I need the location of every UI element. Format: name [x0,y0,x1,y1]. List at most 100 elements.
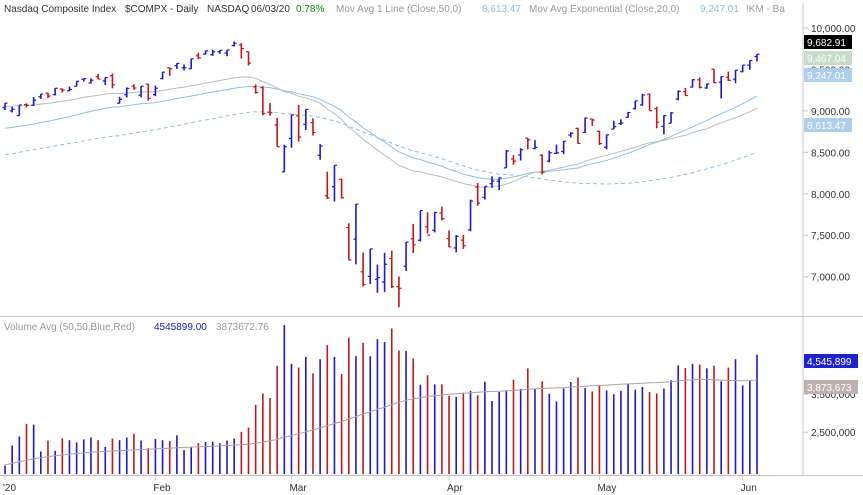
callout-last-price-text: 9,682.91 [807,38,846,49]
price-tick-label: 7,500.00 [811,231,850,242]
ohlc-bar [518,148,524,161]
ohlc-bar [131,84,137,90]
ohlc-bar [346,223,352,261]
ma2-legend-label: Mov Avg Exponential (Close,20,0) [529,4,679,15]
x-tick-label: '20 [3,483,16,494]
callout-ma-dashed-text: 8,613.47 [807,121,846,132]
ohlc-bar [367,248,373,285]
callout-ma-dashed: 8,613.47 [804,118,852,132]
ohlc-bar [503,149,509,169]
ohlc-bar [704,83,710,89]
ohlc-bar [382,252,388,293]
ohlc-bar [496,177,502,191]
volume-axis: 3,500,000 2,500,000 [803,390,856,439]
ohlc-bar [439,206,445,221]
volume-bars [4,325,758,474]
ohlc-bar [611,120,617,130]
ohlc-bar [546,150,552,163]
ohlc-bar [52,87,58,96]
ohlc-bar [725,71,731,82]
ohlc-bar [246,51,252,66]
ohlc-bar [360,252,366,287]
ohlc-bar [661,114,667,135]
ohlc-bar [539,154,545,175]
ohlc-bar [647,93,653,112]
ohlc-bar [417,209,423,242]
ohlc-bar [532,140,538,150]
exchange-label: NASDAQ [207,4,249,15]
ohlc-bar [632,100,638,110]
x-tick-label: May [597,483,616,494]
ohlc-bar [210,49,216,56]
ohlc-bar [310,118,316,136]
ohlc-bar [167,67,173,76]
ohlc-bar [740,64,746,73]
ohlc-bar [117,96,123,104]
callout-ma-blue-text: 9,247.01 [807,71,846,82]
ohlc-bar [697,77,703,89]
callout-ma-gray-text: 9,467.04 [807,54,846,65]
ma2-legend-value: 9,247.01 [700,4,739,15]
price-tick-label: 9,000.00 [811,107,850,118]
ohlc-bar [575,127,581,145]
ohlc-bar [102,76,108,85]
ohlc-bar [296,104,302,142]
volume-legend-label: Volume Avg (50,50,Blue,Red) [4,322,135,333]
ma-gray-line [4,76,758,188]
ohlc-bar [145,83,151,101]
ohlc-bar [604,134,610,150]
change-label: 0.78% [296,4,324,15]
ohlc-bar [425,212,431,236]
volume-avg-legend-value: 3873672.76 [216,322,269,333]
ohlc-bar [224,49,230,57]
ohlc-bar [468,199,474,232]
ohlc-bar [217,49,223,54]
price-tick-label: 8,500.00 [811,148,850,159]
ohlc-bar [324,171,330,199]
ohlc-bar [66,86,72,92]
callout-ma-blue: 9,247.01 [804,68,852,82]
ohlc-bar [432,211,438,233]
ohlc-bar [181,64,187,71]
ma-blue-line [4,85,758,180]
ohlc-bar [625,111,631,118]
ohlc-bar [690,79,696,88]
ohlc-bar [267,102,273,116]
moving-averages [4,76,758,188]
ohlc-bar [38,93,44,99]
ohlc-bar [88,78,94,84]
ohlc-bar [733,69,739,84]
ohlc-bar [253,84,259,94]
volume-tick-label: 2,500,000 [811,428,856,439]
callout-last-price: 9,682.91 [804,35,852,49]
ohlc-bar [353,203,359,265]
ohlc-bar [2,102,8,111]
ohlc-bar [718,76,724,99]
extra-legend: !KM - Ba [746,4,785,15]
ohlc-bar [374,264,380,293]
price-tick-label: 10,000.00 [811,24,856,35]
ohlc-bar [95,73,101,80]
callout-volume-avg: 3,873,673 [804,380,858,394]
ohlc-bar [403,241,409,271]
ohlc-bar [675,90,681,101]
ma1-legend-label: Mov Avg 1 Line (Close,50,0) [336,4,461,15]
x-tick-label: Feb [153,483,171,494]
ohlc-bar [238,43,244,59]
chart-title: Nasdaq Composite Index [4,4,116,15]
price-panel [0,3,803,316]
ohlc-bar [195,52,201,60]
callout-volume-avg-text: 3,873,673 [807,383,852,394]
callout-volume: 4,545,899 [804,354,858,368]
volume-legend-value: 4545899.00 [154,322,207,333]
ohlc-bar [23,103,29,108]
ohlc-bar [396,276,402,308]
ohlc-bar [510,155,516,165]
ohlc-bar [331,164,337,202]
callout-volume-text: 4,545,899 [807,357,852,368]
ohlc-bar [160,71,166,80]
ohlc-bar [138,85,144,98]
ohlc-bar [288,114,294,148]
ohlc-bar [618,119,624,126]
